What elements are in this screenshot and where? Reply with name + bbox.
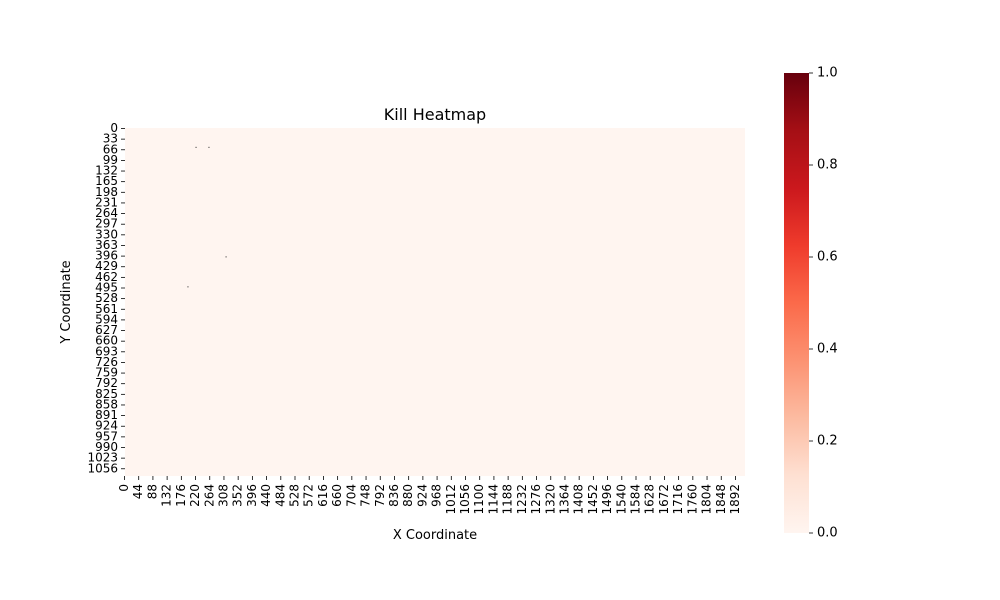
x-tick-label: 352 [231,484,245,507]
y-tick-label: 198 [95,185,118,199]
x-tick-label: 1496 [600,484,614,515]
colorbar-tick-label: 1.0 [817,66,838,81]
y-tick-label: 132 [95,164,118,178]
y-tick-label: 1023 [87,451,118,465]
x-tick-label: 924 [415,484,429,507]
x-tick-label: 968 [430,484,444,507]
x-tick-label: 704 [344,484,358,507]
y-tick-label: 297 [95,217,118,231]
x-tick-label: 1804 [700,484,714,515]
x-axis-ticks: 0 44 88 132 176 220 264 308 352 396 440 484 528 572 61… [117,476,742,515]
y-tick-label: 891 [95,408,118,422]
x-tick-label: 792 [373,484,387,507]
y-axis-ticks: 0336699132165198231264297330363396429462… [87,121,125,475]
y-tick-label: 264 [95,206,118,220]
heat-point-3 [187,286,189,288]
x-tick-label: 880 [401,484,415,507]
x-tick-label: 0 [117,484,131,492]
y-tick-label: 561 [95,302,118,316]
y-tick-label: 33 [103,132,118,146]
x-tick-label: 528 [288,484,302,507]
y-tick-label: 396 [95,249,118,263]
colorbar-ticks: 0.0 0.2 0.4 0.6 0.8 1.0 [809,66,838,541]
colorbar-tick-label: 0.2 [817,434,838,449]
x-tick-label: 484 [273,484,287,507]
x-tick-label: 616 [316,484,330,507]
x-tick-label: 748 [359,484,373,507]
y-tick-label: 0 [110,121,118,135]
x-tick-label: 1408 [572,484,586,515]
x-tick-label: 1716 [671,484,685,515]
x-tick-label: 1628 [643,484,657,515]
heatmap-points [187,146,227,288]
y-tick-label: 495 [95,281,118,295]
x-tick-label: 1232 [515,484,529,515]
chart-title: Kill Heatmap [384,105,486,124]
x-axis-label: X Coordinate [393,528,477,543]
y-tick-label: 66 [103,142,118,156]
y-tick-label: 660 [95,334,118,348]
x-tick-label: 88 [145,484,159,499]
x-tick-label: 1364 [557,484,571,515]
x-tick-label: 1452 [586,484,600,515]
x-tick-label: 44 [131,484,145,499]
x-tick-label: 660 [330,484,344,507]
colorbar-tick-label: 0.0 [817,526,838,541]
heat-point-2 [225,256,227,258]
y-tick-label: 990 [95,440,118,454]
x-tick-label: 176 [174,484,188,507]
x-tick-label: 132 [160,484,174,507]
x-tick-label: 1056 [458,484,472,515]
colorbar-tick-label: 0.6 [817,250,838,265]
x-tick-label: 220 [188,484,202,507]
heat-point-0 [195,146,197,148]
heat-point-1 [208,146,210,148]
x-tick-label: 264 [202,484,216,507]
y-tick-label: 759 [95,366,118,380]
y-tick-label: 462 [95,270,118,284]
x-tick-label: 1144 [486,484,500,515]
y-tick-label: 330 [95,227,118,241]
colorbar-tick-label: 0.8 [817,158,838,173]
x-tick-label: 1892 [728,484,742,515]
y-tick-label: 858 [95,397,118,411]
y-tick-label: 528 [95,291,118,305]
x-tick-label: 1584 [629,484,643,515]
x-tick-label: 1188 [501,484,515,515]
y-tick-label: 792 [95,376,118,390]
x-tick-label: 1540 [614,484,628,515]
y-tick-label: 231 [95,195,118,209]
y-tick-label: 429 [95,259,118,273]
y-tick-label: 726 [95,355,118,369]
y-axis-label: Y Coordinate [59,260,74,344]
x-tick-label: 1100 [472,484,486,515]
y-tick-label: 825 [95,387,118,401]
x-tick-label: 1672 [657,484,671,515]
x-tick-label: 572 [302,484,316,507]
x-tick-label: 1760 [685,484,699,515]
y-tick-label: 99 [103,153,118,167]
x-tick-label: 1848 [714,484,728,515]
y-tick-label: 693 [95,344,118,358]
heatmap-area [125,128,745,476]
x-tick-label: 1012 [444,484,458,515]
colorbar [784,73,809,533]
y-tick-label: 627 [95,323,118,337]
colorbar-tick-label: 0.4 [817,342,838,357]
y-tick-label: 1056 [87,461,118,475]
x-tick-label: 836 [387,484,401,507]
x-tick-label: 396 [245,484,259,507]
x-tick-label: 1276 [529,484,543,515]
x-tick-label: 308 [216,484,230,507]
y-tick-label: 924 [95,419,118,433]
x-tick-label: 1320 [543,484,557,515]
y-tick-label: 594 [95,312,118,326]
y-tick-label: 957 [95,429,118,443]
y-tick-label: 165 [95,174,118,188]
y-tick-label: 363 [95,238,118,252]
x-tick-label: 440 [259,484,273,507]
